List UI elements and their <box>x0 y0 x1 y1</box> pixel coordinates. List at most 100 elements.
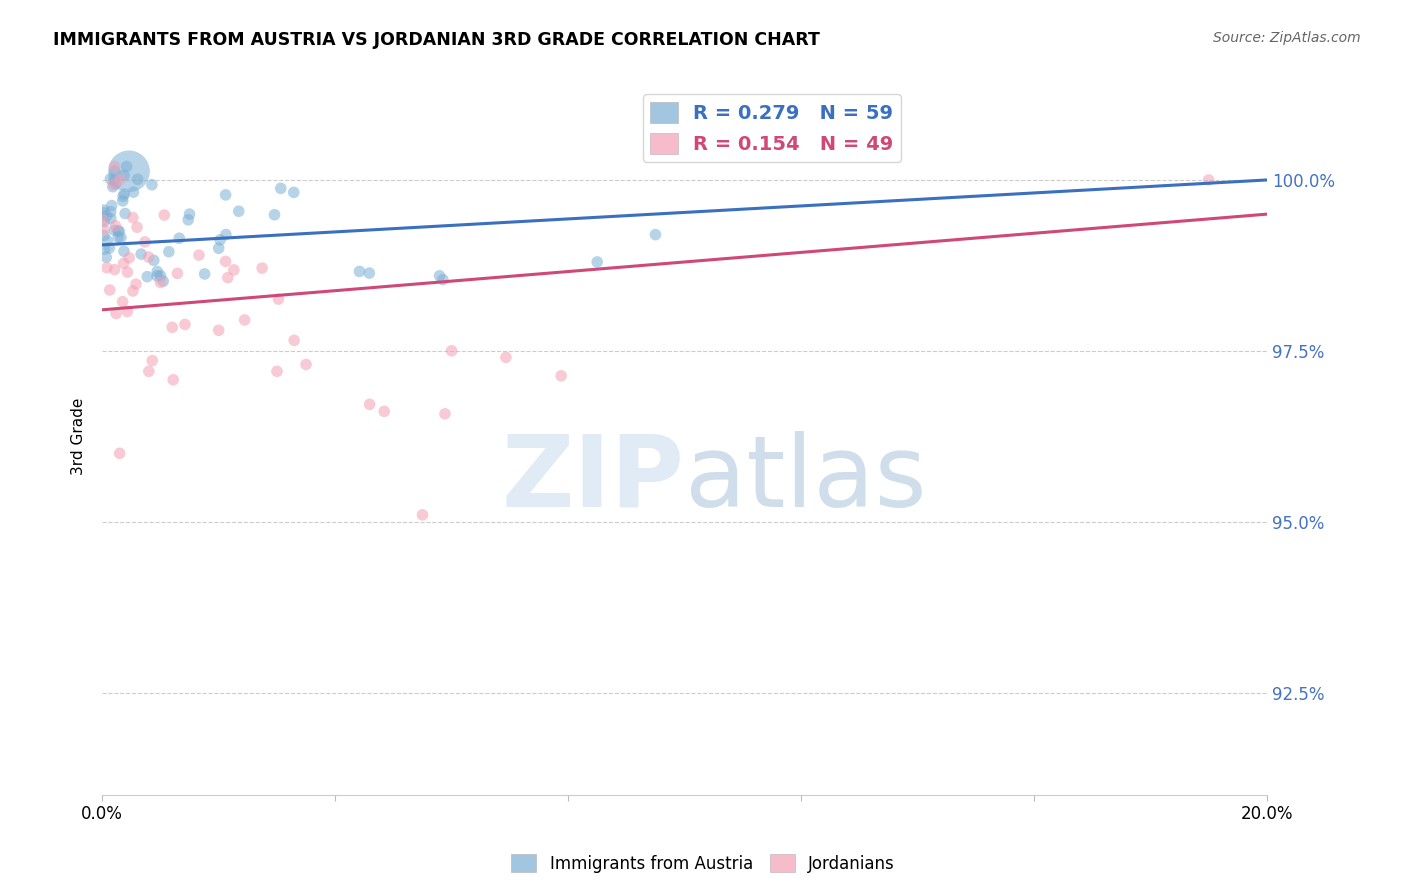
Text: ZIP: ZIP <box>502 431 685 528</box>
Point <box>104 262 127 277</box>
Point <box>270 181 292 195</box>
Point <box>122 284 145 298</box>
Point <box>108 172 131 186</box>
Point <box>112 244 135 259</box>
Point <box>107 224 129 238</box>
Point <box>166 266 188 280</box>
Point <box>250 261 273 276</box>
Point <box>112 187 135 202</box>
Point <box>283 334 305 348</box>
Point <box>208 241 231 255</box>
Point <box>117 265 139 279</box>
Point <box>194 267 217 281</box>
Legend: R = 0.279   N = 59, R = 0.154   N = 49: R = 0.279 N = 59, R = 0.154 N = 49 <box>643 95 901 162</box>
Point <box>96 209 118 223</box>
Point <box>93 203 115 218</box>
Point <box>214 254 236 268</box>
Point <box>157 244 180 259</box>
Point <box>105 306 128 320</box>
Point <box>209 233 232 247</box>
Point <box>104 219 127 233</box>
Point <box>149 268 172 283</box>
Point <box>359 266 381 280</box>
Point <box>136 269 159 284</box>
Point <box>112 169 135 183</box>
Point <box>214 187 236 202</box>
Point <box>96 234 118 248</box>
Point <box>550 368 572 383</box>
Point <box>1198 173 1220 187</box>
Point <box>432 272 454 286</box>
Point <box>103 173 125 187</box>
Point <box>125 220 148 235</box>
Point <box>125 277 148 292</box>
Point <box>98 283 121 297</box>
Point <box>93 228 115 243</box>
Point <box>115 160 138 174</box>
Point <box>117 304 139 318</box>
Point <box>104 164 127 178</box>
Text: atlas: atlas <box>685 431 927 528</box>
Point <box>152 274 174 288</box>
Point <box>222 263 245 277</box>
Point <box>146 264 169 278</box>
Text: Source: ZipAtlas.com: Source: ZipAtlas.com <box>1213 31 1361 45</box>
Point <box>411 508 433 522</box>
Point <box>110 230 132 244</box>
Point <box>217 270 239 285</box>
Point <box>349 264 371 278</box>
Point <box>96 260 118 275</box>
Point <box>433 407 456 421</box>
Point <box>233 313 256 327</box>
Point <box>103 178 125 192</box>
Point <box>208 323 231 337</box>
Y-axis label: 3rd Grade: 3rd Grade <box>72 398 86 475</box>
Point <box>440 343 463 358</box>
Point <box>373 404 395 418</box>
Point <box>100 211 122 226</box>
Point <box>112 256 135 270</box>
Point <box>129 247 152 261</box>
Point <box>586 255 609 269</box>
Point <box>103 223 125 237</box>
Point <box>101 179 124 194</box>
Point <box>644 227 666 242</box>
Point <box>108 446 131 460</box>
Point <box>96 250 118 264</box>
Point <box>127 172 149 186</box>
Point <box>104 177 127 191</box>
Point <box>93 223 115 237</box>
Point <box>359 397 381 411</box>
Point <box>177 212 200 227</box>
Point <box>146 268 169 283</box>
Point <box>138 364 160 378</box>
Point <box>267 292 290 306</box>
Point <box>167 231 190 245</box>
Point <box>100 172 122 186</box>
Point <box>118 251 141 265</box>
Point <box>141 353 163 368</box>
Point <box>263 208 285 222</box>
Point <box>112 189 135 203</box>
Point <box>100 199 122 213</box>
Point <box>111 294 134 309</box>
Point <box>122 185 145 199</box>
Point <box>153 208 176 222</box>
Point <box>174 318 197 332</box>
Point <box>160 320 183 334</box>
Point <box>142 253 165 268</box>
Point <box>93 205 115 219</box>
Point <box>93 215 115 229</box>
Point <box>91 213 114 227</box>
Point <box>228 204 250 219</box>
Point <box>122 211 145 225</box>
Point <box>134 235 156 249</box>
Point <box>188 248 211 262</box>
Legend: Immigrants from Austria, Jordanians: Immigrants from Austria, Jordanians <box>505 847 901 880</box>
Point <box>98 241 121 255</box>
Point <box>149 276 172 290</box>
Point <box>162 373 184 387</box>
Point <box>111 194 134 208</box>
Point <box>141 178 163 192</box>
Point <box>103 160 125 174</box>
